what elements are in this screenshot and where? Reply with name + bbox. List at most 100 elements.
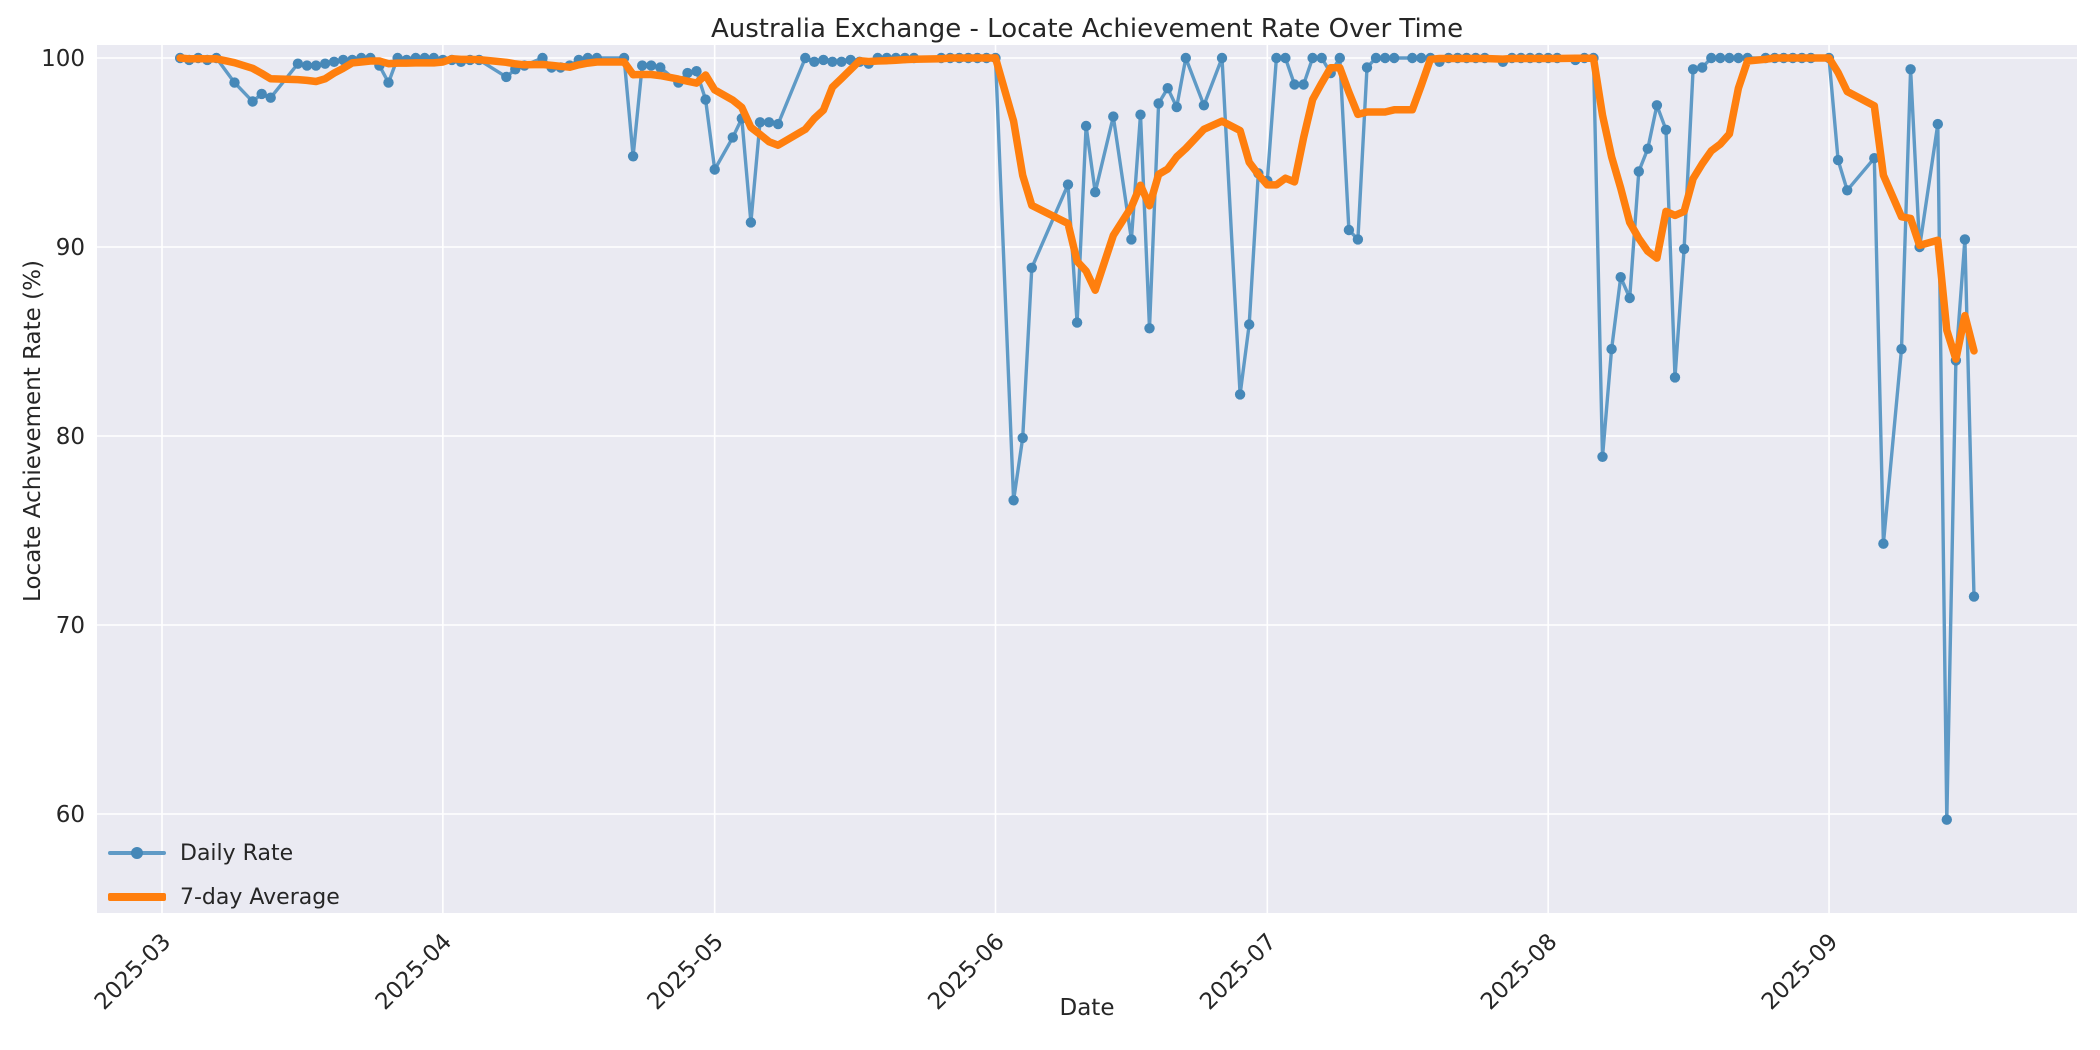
daily-rate-marker	[1062, 179, 1074, 190]
daily-rate-marker	[229, 77, 240, 88]
legend: Daily Rate 7-day Average	[108, 836, 340, 914]
legend-label-daily-rate: Daily Rate	[180, 840, 294, 866]
daily-rate-marker	[1108, 111, 1119, 122]
y-tick-label: 100	[41, 46, 85, 72]
daily-rate-marker	[501, 71, 512, 83]
daily-rate-marker	[1624, 292, 1635, 304]
daily-rate-marker	[1606, 343, 1617, 355]
daily-rate-marker	[301, 60, 313, 71]
daily-rate-marker	[1343, 224, 1355, 236]
daily-rate-marker	[319, 58, 331, 69]
daily-rate-marker	[691, 66, 702, 77]
daily-rate-marker	[265, 92, 276, 103]
daily-rate-marker	[1878, 538, 1889, 549]
daily-rate-marker	[310, 60, 322, 71]
daily-rate-marker	[328, 56, 340, 67]
daily-rate-marker	[1724, 52, 1735, 64]
daily-rate-marker	[1361, 62, 1373, 73]
daily-rate-marker	[1733, 52, 1744, 64]
daily-rate-marker	[1298, 79, 1309, 90]
daily-rate-marker	[1941, 814, 1953, 825]
y-tick-label: 90	[56, 235, 85, 261]
daily-rate-marker	[1869, 153, 1880, 164]
daily-rate-marker	[1407, 52, 1418, 64]
daily-rate-marker	[818, 54, 829, 66]
daily-rate-marker	[809, 56, 820, 67]
daily-rate-marker	[1651, 100, 1663, 111]
daily-rate-marker	[827, 56, 838, 67]
daily-rate-marker	[1896, 343, 1907, 355]
average-line-swatch-icon	[108, 880, 166, 914]
chart-title: Australia Exchange - Locate Achievement …	[710, 14, 1464, 44]
daily-rate-marker	[1289, 79, 1300, 90]
plot-area	[97, 45, 2077, 913]
daily-rate-marker	[1090, 187, 1101, 198]
daily-rate-marker	[1080, 120, 1092, 132]
daily-rate-marker	[1597, 451, 1608, 462]
daily-rate-marker	[1706, 52, 1717, 64]
daily-rate-marker	[1615, 272, 1626, 283]
daily-rate-marker	[800, 52, 811, 64]
daily-rate-marker	[1642, 143, 1654, 154]
daily-rate-marker	[1832, 154, 1844, 166]
daily-rate-marker	[836, 56, 847, 67]
daily-rate-marker	[1660, 124, 1672, 135]
daily-rate-marker	[627, 151, 639, 162]
legend-item-7day-average: 7-day Average	[108, 880, 340, 914]
daily-rate-marker	[754, 117, 766, 128]
daily-rate-marker	[383, 77, 394, 88]
x-axis-label: Date	[1059, 995, 1115, 1021]
daily-rate-marker	[1198, 100, 1210, 111]
daily-rate-marker	[1280, 52, 1291, 64]
daily-rate-marker	[1071, 317, 1083, 328]
daily-rate-marker	[1687, 64, 1699, 75]
daily-rate-marker	[1171, 101, 1182, 113]
daily-rate-marker	[1905, 64, 1916, 75]
daily-rate-marker	[1244, 319, 1255, 330]
daily-rate-marker	[1008, 495, 1019, 506]
y-tick-label: 60	[56, 802, 85, 828]
daily-rate-marker	[537, 52, 548, 64]
daily-rate-marker	[1715, 52, 1726, 64]
daily-rate-marker	[1389, 52, 1400, 64]
daily-rate-marker	[1162, 83, 1173, 94]
daily-rate-marker	[1135, 109, 1146, 120]
daily-rate-marker	[1307, 52, 1318, 64]
daily-rate-marker	[1216, 52, 1228, 64]
daily-rate-marker	[1017, 432, 1028, 444]
daily-rate-marker	[682, 67, 693, 79]
daily-rate-marker	[1153, 98, 1164, 109]
daily-rate-marker	[1633, 166, 1645, 177]
daily-rate-marker	[1959, 234, 1971, 245]
y-tick-label: 80	[56, 424, 85, 450]
daily-rate-marker	[1697, 62, 1708, 73]
daily-rate-marker	[1370, 52, 1382, 64]
legend-item-daily-rate: Daily Rate	[108, 836, 340, 870]
daily-rate-marker	[646, 60, 657, 71]
y-tick-label: 70	[56, 613, 85, 639]
rolling-average-line	[176, 54, 1978, 363]
daily-rate-marker	[745, 217, 757, 228]
daily-rate-marker	[1932, 118, 1944, 130]
daily-rate-marker	[1669, 372, 1681, 383]
daily-rate-marker	[1678, 243, 1690, 255]
daily-rate-marker	[1234, 389, 1246, 400]
y-axis-label: Locate Achievement Rate (%)	[20, 260, 46, 602]
daily-rate-marker	[292, 58, 304, 69]
daily-rate-marker	[1416, 52, 1427, 64]
daily-rate-marker	[1144, 323, 1155, 334]
daily-rate-marker	[1379, 52, 1391, 64]
daily-rate-marker	[1271, 52, 1282, 64]
daily-rate-line-swatch-icon	[108, 836, 166, 870]
daily-rate-marker	[1316, 52, 1327, 64]
daily-rate-marker	[763, 117, 775, 128]
daily-rate-marker	[709, 164, 720, 175]
daily-rate-marker	[1334, 52, 1346, 64]
daily-rate-marker	[256, 88, 267, 100]
daily-rate-marker	[1842, 185, 1853, 196]
daily-rate-marker	[772, 118, 784, 130]
daily-rate-marker	[1026, 262, 1038, 273]
daily-rate-marker	[637, 60, 648, 71]
daily-rate-marker	[655, 62, 666, 73]
